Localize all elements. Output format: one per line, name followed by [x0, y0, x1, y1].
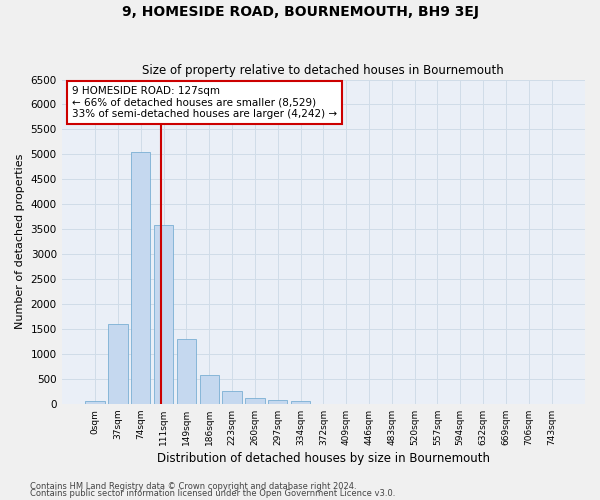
Bar	[223, 391, 242, 404]
Bar	[154, 225, 173, 404]
Bar	[268, 400, 287, 404]
X-axis label: Distribution of detached houses by size in Bournemouth: Distribution of detached houses by size …	[157, 452, 490, 465]
Title: Size of property relative to detached houses in Bournemouth: Size of property relative to detached ho…	[142, 64, 504, 77]
Bar	[108, 324, 128, 404]
Text: 9 HOMESIDE ROAD: 127sqm
← 66% of detached houses are smaller (8,529)
33% of semi: 9 HOMESIDE ROAD: 127sqm ← 66% of detache…	[72, 86, 337, 119]
Text: Contains HM Land Registry data © Crown copyright and database right 2024.: Contains HM Land Registry data © Crown c…	[30, 482, 356, 491]
Y-axis label: Number of detached properties: Number of detached properties	[15, 154, 25, 330]
Text: Contains public sector information licensed under the Open Government Licence v3: Contains public sector information licen…	[30, 489, 395, 498]
Bar	[291, 402, 310, 404]
Bar	[200, 376, 219, 404]
Bar	[177, 339, 196, 404]
Bar	[85, 402, 105, 404]
Bar	[245, 398, 265, 404]
Text: 9, HOMESIDE ROAD, BOURNEMOUTH, BH9 3EJ: 9, HOMESIDE ROAD, BOURNEMOUTH, BH9 3EJ	[121, 5, 479, 19]
Bar	[131, 152, 151, 404]
